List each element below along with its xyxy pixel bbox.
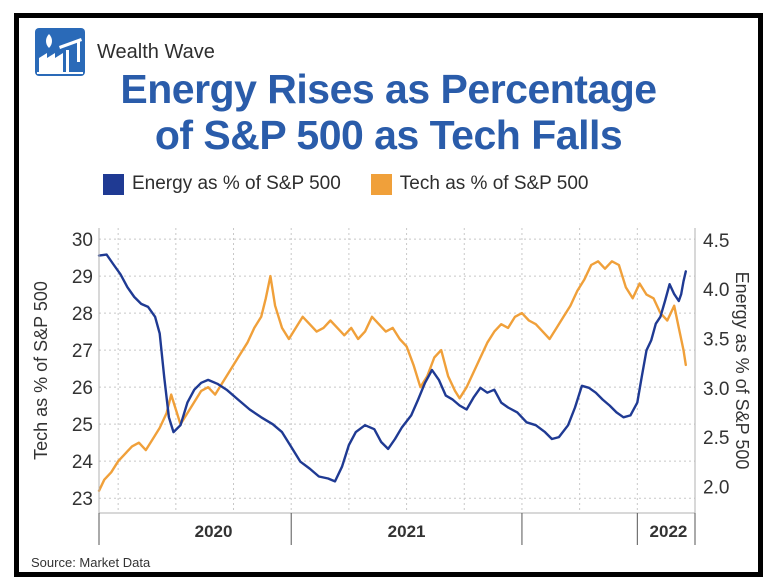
x-tick-label: 2021 — [388, 522, 426, 541]
legend-item-tech: Tech as % of S&P 500 — [370, 173, 589, 195]
left-tick-label: 23 — [72, 489, 93, 510]
left-tick-label: 25 — [72, 415, 93, 436]
tech-series-line — [97, 260, 687, 492]
oil-pump-factory-logo-icon — [35, 28, 85, 76]
left-axis-title: Tech as % of S&P 500 — [31, 281, 51, 460]
brand-header: Wealth Wave — [35, 28, 215, 76]
right-tick-label: 3.0 — [703, 379, 729, 400]
axes: 23 24 25 26 27 28 29 30 2.0 2.5 3.0 3.5 4.0 4.5 2020 20… — [31, 228, 752, 545]
left-tick-label: 24 — [72, 452, 94, 473]
left-tick-label: 29 — [72, 267, 93, 288]
chart-card: Wealth Wave Energy Rises as Percentage o… — [14, 13, 763, 577]
left-tick-label: 26 — [72, 378, 93, 399]
x-tick-label: 2020 — [195, 522, 233, 541]
legend-item-energy: Energy as % of S&P 500 — [103, 173, 341, 195]
chart-title-line-1: Energy Rises as Percentage — [120, 66, 657, 112]
source-note: Source: Market Data — [31, 555, 151, 570]
legend-label-tech: Tech as % of S&P 500 — [399, 173, 589, 194]
chart-legend: Energy as % of S&P 500 Tech as % of S&P … — [103, 173, 619, 195]
line-chart: 23 24 25 26 27 28 29 30 2.0 2.5 3.0 3.5 4.0 4.5 2020 20… — [31, 228, 752, 545]
grid-lines — [99, 228, 695, 513]
right-tick-label: 3.5 — [703, 329, 729, 350]
left-tick-label: 30 — [72, 230, 93, 251]
left-tick-label: 27 — [72, 341, 93, 362]
chart-title: Energy Rises as Percentage of S&P 500 as… — [19, 66, 758, 158]
legend-swatch-energy — [103, 173, 124, 195]
legend-label-energy: Energy as % of S&P 500 — [132, 173, 341, 194]
right-tick-label: 4.0 — [703, 280, 729, 301]
brand-name: Wealth Wave — [97, 40, 215, 63]
right-tick-label: 4.5 — [703, 231, 729, 252]
chart-title-line-2: of S&P 500 as Tech Falls — [154, 112, 623, 158]
right-axis-title: Energy as % of S&P 500 — [732, 272, 752, 470]
x-tick-label: 2022 — [650, 522, 688, 541]
right-tick-label: 2.0 — [703, 477, 729, 498]
legend-swatch-tech — [370, 173, 392, 195]
series-lines — [97, 253, 687, 492]
left-tick-label: 28 — [72, 304, 93, 325]
right-tick-label: 2.5 — [703, 428, 729, 449]
energy-series-line — [97, 253, 687, 483]
